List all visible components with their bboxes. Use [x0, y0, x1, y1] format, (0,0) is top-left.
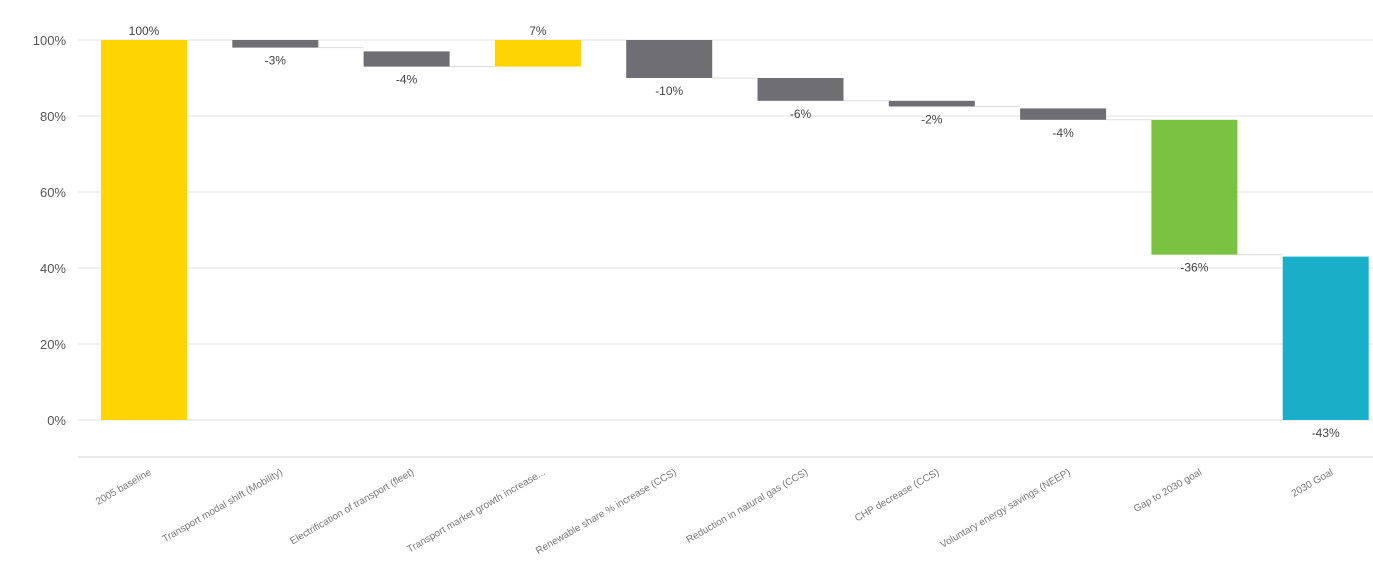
- x-tick-label: Transport modal shift (Mobility): [161, 467, 285, 545]
- bar: [494, 40, 581, 67]
- data-label: 7%: [529, 24, 547, 38]
- y-tick-label: 100%: [33, 33, 67, 48]
- x-tick-label: 2005 baseline: [94, 467, 154, 508]
- y-tick-label: 60%: [40, 185, 66, 200]
- y-tick-label: 20%: [40, 337, 66, 352]
- bar: [1020, 108, 1107, 120]
- bar: [363, 51, 450, 67]
- bar: [888, 100, 975, 107]
- bar: [757, 78, 844, 101]
- y-tick-label: 0%: [47, 413, 66, 428]
- data-label: -36%: [1180, 261, 1208, 275]
- bar: [1151, 119, 1238, 255]
- y-tick-label: 80%: [40, 109, 66, 124]
- bar: [232, 40, 319, 48]
- x-tick-label: Renewable share % increase (CCS): [534, 467, 679, 557]
- x-tick-label: 2030 Goal: [1290, 467, 1335, 500]
- data-label: -10%: [655, 84, 683, 98]
- data-label: -3%: [265, 54, 287, 68]
- x-tick-label: Gap to 2030 goal: [1132, 467, 1204, 515]
- x-tick-label: CHP decrease (CCS): [853, 467, 941, 524]
- data-label: -6%: [790, 107, 812, 121]
- data-label: -4%: [1052, 126, 1074, 140]
- data-label: -43%: [1312, 426, 1340, 440]
- x-tick-label: Voluntary energy savings (NEEP): [939, 467, 1073, 551]
- data-label: -2%: [921, 113, 943, 127]
- x-tick-label: Reduction in natural gas (CCS): [685, 467, 810, 546]
- bar: [101, 40, 187, 420]
- data-label: -4%: [396, 73, 418, 87]
- x-tick-label: Transport market growth increase...: [406, 467, 548, 555]
- bar: [1282, 256, 1369, 420]
- data-label: 100%: [129, 24, 160, 38]
- x-tick-label: Electrification of transport (fleet): [288, 467, 416, 547]
- y-tick-label: 40%: [40, 261, 66, 276]
- bar: [626, 40, 713, 78]
